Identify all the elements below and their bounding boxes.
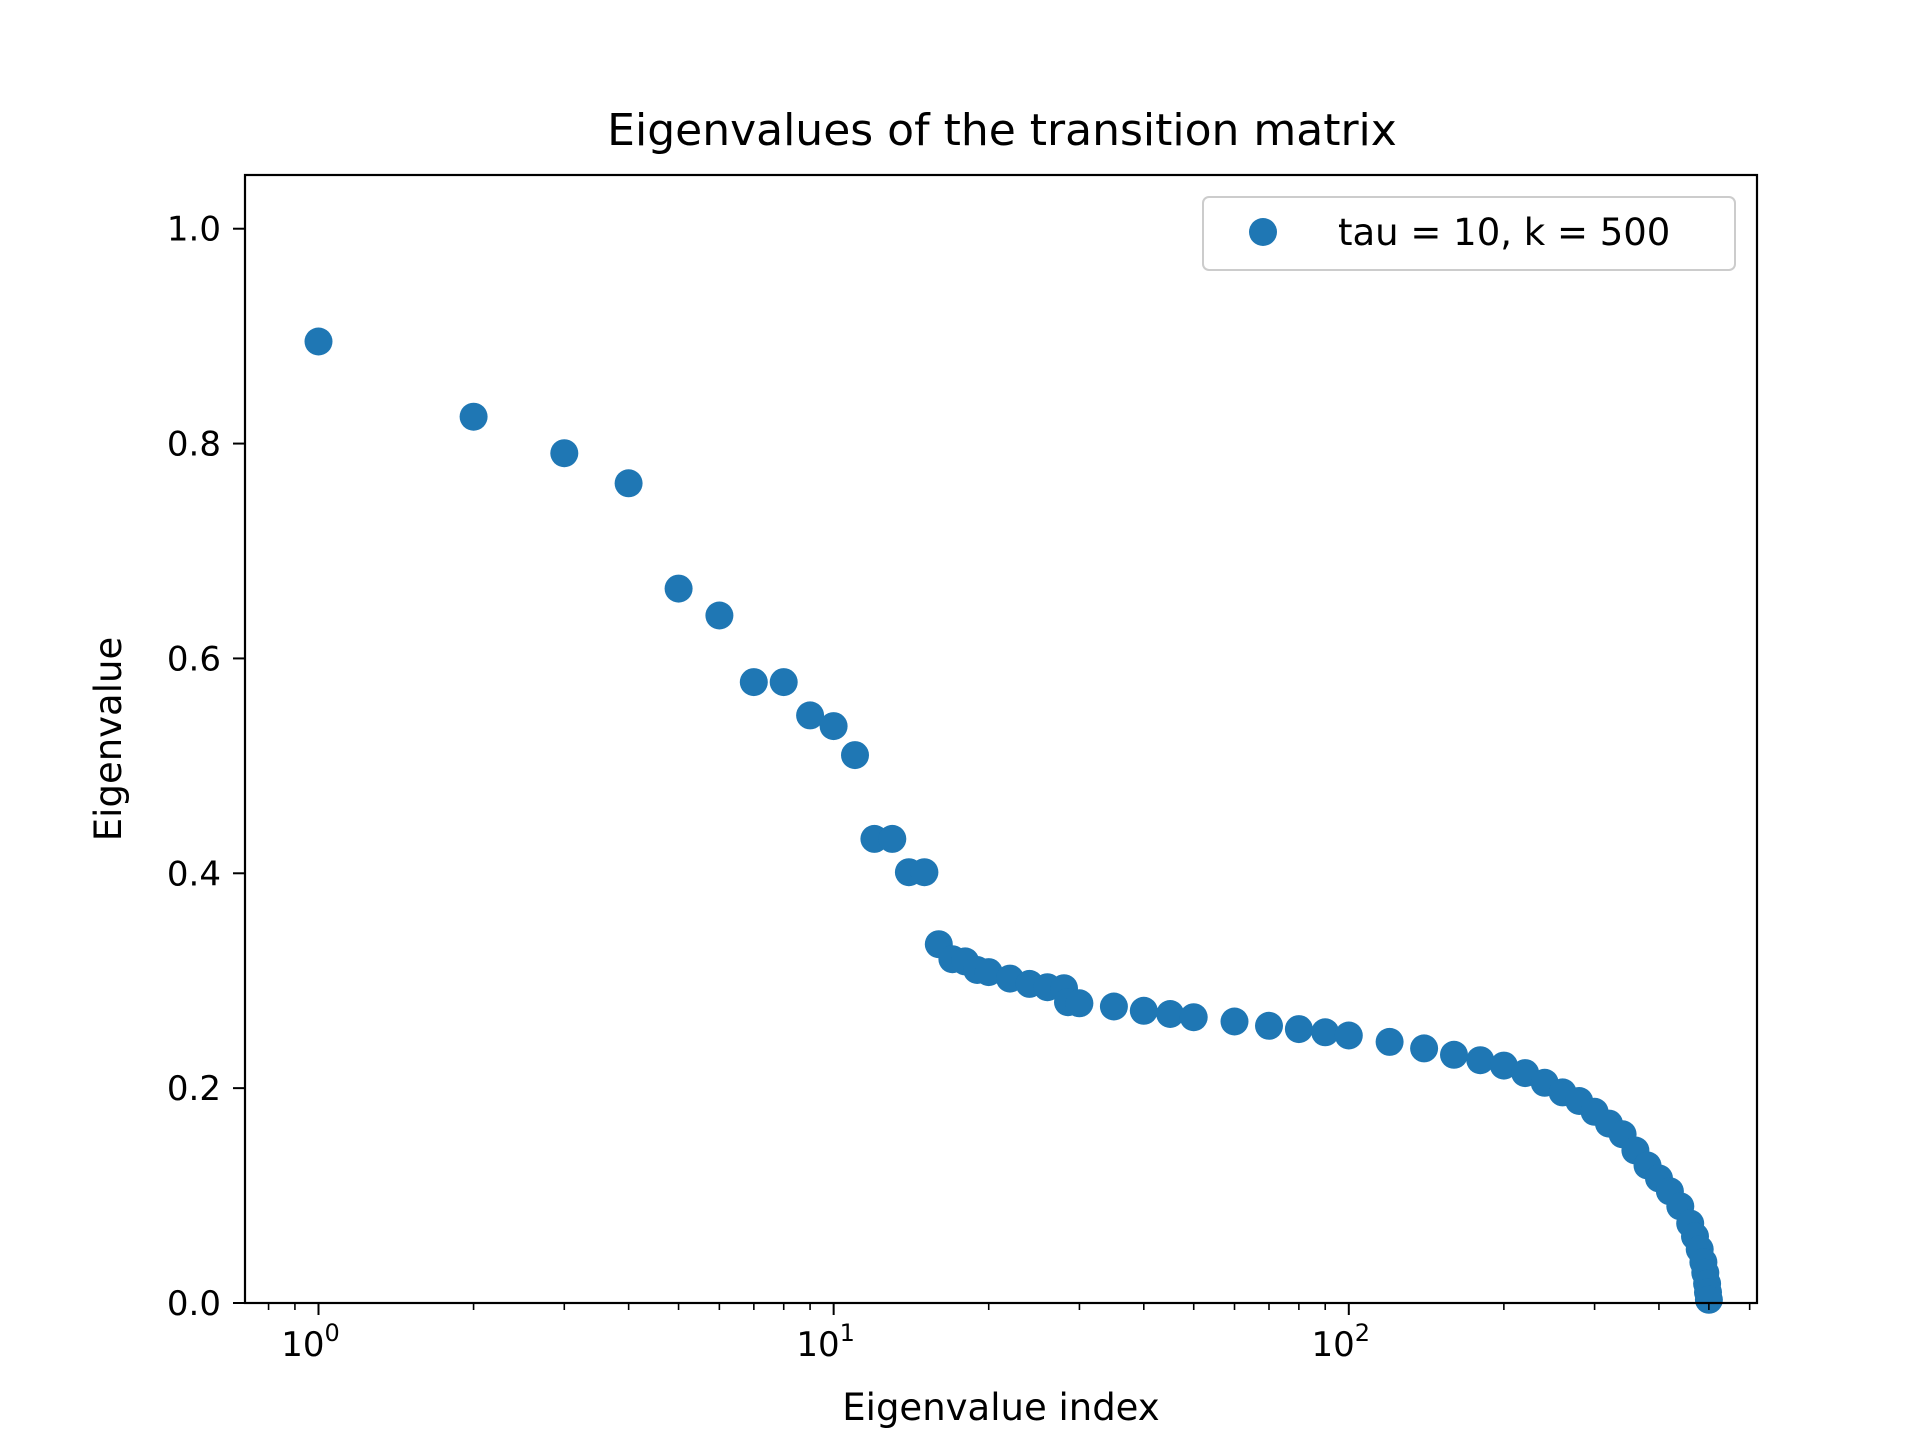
chart-title: Eigenvalues of the transition matrix [607, 105, 1397, 156]
x-axis-label: Eigenvalue index [842, 1386, 1159, 1429]
x-tick-label: 100 [281, 1319, 340, 1365]
data-point [841, 741, 869, 770]
data-point [1220, 1007, 1249, 1036]
legend: tau = 10, k = 500 [1202, 196, 1736, 271]
x-tick-label: 102 [1312, 1319, 1371, 1365]
data-point [878, 824, 907, 853]
y-tick-label: 1.0 [167, 210, 221, 250]
data-point [664, 574, 693, 603]
data-points [304, 327, 1723, 1314]
data-point [1466, 1046, 1495, 1075]
data-point [1255, 1011, 1283, 1040]
data-point [1284, 1015, 1313, 1044]
legend-label: tau = 10, k = 500 [1338, 211, 1670, 254]
plot-area-frame [243, 173, 1759, 1305]
y-axis-ticks: 0.0 0.2 0.4 0.6 0.8 1.0 [167, 210, 245, 1324]
legend-box [1202, 196, 1736, 271]
y-tick-label: 0.0 [167, 1284, 221, 1324]
data-point [1311, 1018, 1340, 1047]
data-point [1375, 1027, 1404, 1056]
data-point [1065, 989, 1094, 1018]
data-point [769, 668, 798, 697]
legend-marker [1249, 218, 1277, 246]
data-point [974, 958, 1003, 987]
data-point [910, 858, 939, 887]
data-point [1489, 1051, 1518, 1080]
data-point [1129, 996, 1158, 1025]
data-point [304, 327, 333, 356]
y-tick-label: 0.2 [167, 1069, 221, 1109]
data-point [459, 402, 488, 431]
x-axis-ticks: 100 101 102 [267, 1303, 1751, 1365]
data-point [705, 601, 734, 630]
y-tick-label: 0.6 [167, 639, 221, 679]
data-point [1099, 992, 1128, 1021]
y-axis-label: Eigenvalue [87, 637, 130, 841]
data-point [1694, 1285, 1723, 1314]
data-point [550, 439, 579, 468]
y-tick-label: 0.4 [167, 854, 221, 894]
data-point [1179, 1003, 1208, 1032]
data-point [1156, 1000, 1185, 1028]
data-point [819, 712, 848, 741]
data-point [1410, 1034, 1439, 1063]
data-point [796, 701, 825, 730]
data-point [1440, 1040, 1468, 1069]
data-point [1334, 1021, 1363, 1050]
x-tick-label: 101 [796, 1319, 855, 1365]
data-point [614, 469, 643, 498]
y-tick-label: 0.8 [167, 425, 221, 465]
data-point [739, 668, 768, 697]
